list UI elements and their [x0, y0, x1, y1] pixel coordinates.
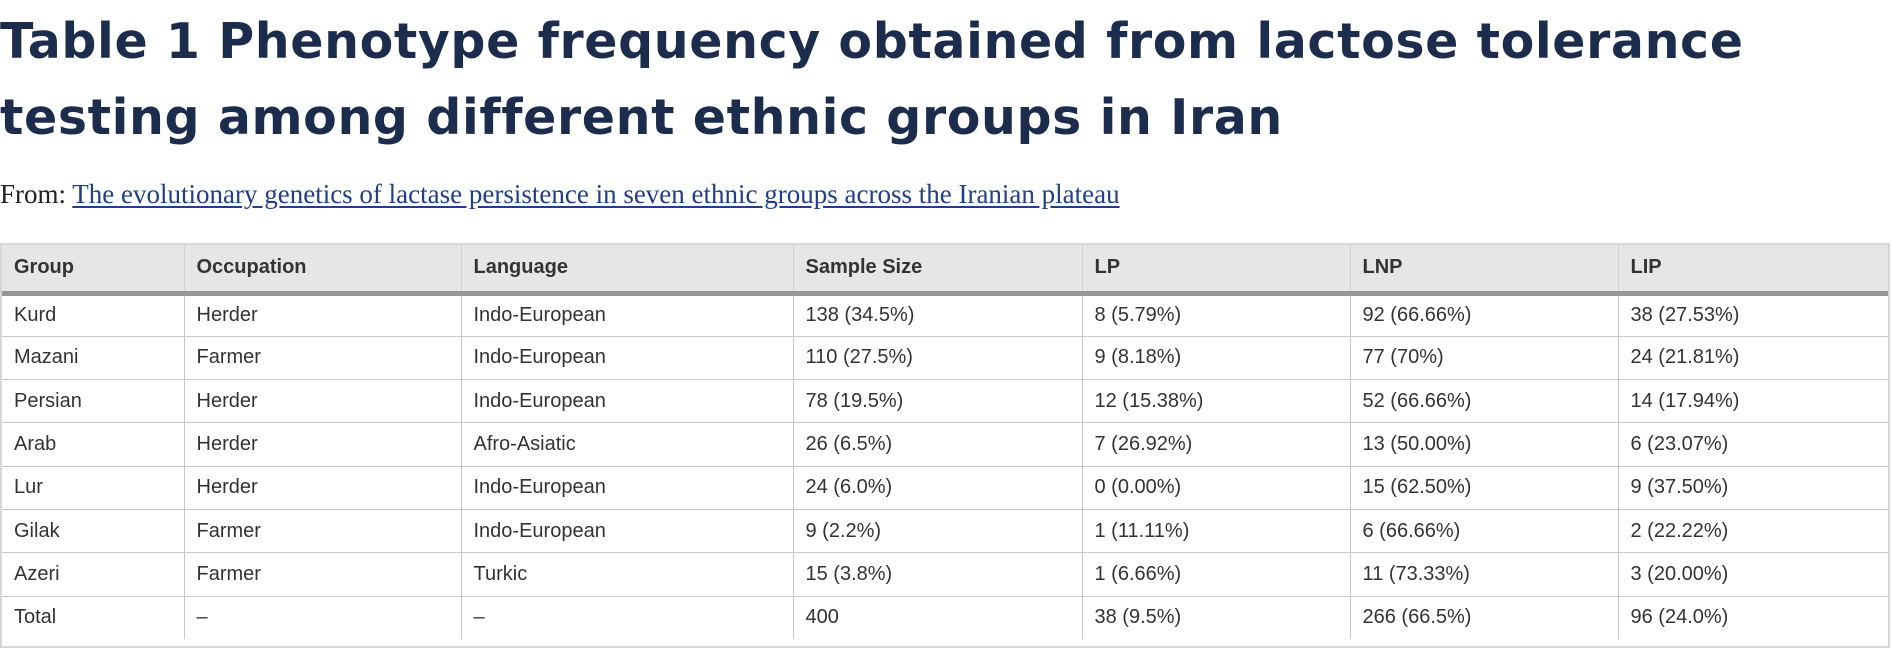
cell-lp: 1 (6.66%) — [1082, 552, 1351, 597]
cell-language: Indo-European — [461, 509, 794, 553]
cell-lp: 12 (15.38%) — [1082, 379, 1351, 423]
cell-group: Mazani — [2, 336, 185, 380]
cell-sample-size: 110 (27.5%) — [793, 336, 1083, 380]
cell-lnp: 6 (66.66%) — [1350, 509, 1619, 553]
cell-occupation: Farmer — [184, 509, 462, 553]
cell-sample-size: 78 (19.5%) — [793, 379, 1083, 423]
cell-group: Gilak — [2, 509, 185, 553]
header-lip: LIP — [1630, 256, 1662, 279]
cell-language: Indo-European — [461, 336, 794, 380]
cell-language: Afro-Asiatic — [461, 422, 794, 467]
cell-language: Indo-European — [461, 379, 794, 423]
cell-sample-size: 15 (3.8%) — [793, 552, 1083, 597]
cell-lnp: 92 (66.66%) — [1350, 293, 1619, 337]
table-row: Gilak Farmer Indo-European 9 (2.2%) 1 (11.11… — [2, 509, 1888, 553]
cell-language: Turkic — [461, 552, 794, 597]
cell-lp: 0 (0.00%) — [1082, 466, 1351, 510]
cell-group: Persian — [2, 379, 185, 423]
cell-lip: 24 (21.81%) — [1630, 346, 1740, 369]
source-article-link[interactable]: The evolutionary genetics of lactase per… — [72, 179, 1120, 209]
cell-lnp: 13 (50.00%) — [1350, 422, 1619, 467]
table-row: Azeri Farmer Turkic 15 (3.8%) 1 (6.66%) 11 (7… — [2, 552, 1888, 597]
page-title: Table 1 Phenotype frequency obtained fro… — [0, 13, 1744, 146]
cell-group: Total — [2, 596, 185, 640]
cell-group: Azeri — [2, 552, 185, 597]
cell-group: Arab — [2, 422, 185, 467]
cell-sample-size: 9 (2.2%) — [793, 509, 1083, 553]
cell-occupation: Herder — [184, 422, 462, 467]
cell-lip: 96 (24.0%) — [1630, 606, 1729, 629]
header-lp: LP — [1082, 245, 1351, 293]
header-group: Group — [2, 245, 185, 293]
cell-lip: 2 (22.22%) — [1630, 519, 1729, 542]
cell-group: Kurd — [2, 293, 185, 337]
table-header-row: Group Occupation Language Sample Size LP… — [2, 245, 1888, 293]
cell-language: Indo-European — [461, 293, 794, 337]
table-row: Lur Herder Indo-European 24 (6.0%) 0 (0.00%)… — [2, 466, 1888, 510]
cell-lip: 38 (27.53%) — [1630, 304, 1740, 327]
cell-lip: 6 (23.07%) — [1630, 433, 1729, 456]
cell-lnp: 52 (66.66%) — [1350, 379, 1619, 423]
cell-occupation: Herder — [184, 293, 462, 337]
cell-lp: 1 (11.11%) — [1082, 509, 1351, 553]
table-row: Kurd Herder Indo-European 138 (34.5%) 8 (5.7… — [2, 293, 1888, 337]
cell-lp: 7 (26.92%) — [1082, 422, 1351, 467]
cell-sample-size: 24 (6.0%) — [793, 466, 1083, 510]
data-table-container: Group Occupation Language Sample Size LP… — [0, 243, 1890, 648]
cell-lnp: 15 (62.50%) — [1350, 466, 1619, 510]
cell-lp: 9 (8.18%) — [1082, 336, 1351, 380]
cell-language: Indo-European — [461, 466, 794, 510]
cell-lp: 8 (5.79%) — [1082, 293, 1351, 337]
cell-sample-size: 400 — [793, 596, 1083, 640]
header-sample-size: Sample Size — [793, 245, 1083, 293]
cell-lip: 9 (37.50%) — [1630, 476, 1729, 499]
source-line: From: The evolutionary genetics of lacta… — [0, 177, 1120, 211]
cell-lip: 3 (20.00%) — [1630, 562, 1729, 585]
cell-occupation: Farmer — [184, 552, 462, 597]
table-body: Kurd Herder Indo-European 138 (34.5%) 8 (5.7… — [2, 293, 1888, 640]
cell-lnp: 11 (73.33%) — [1350, 552, 1619, 597]
cell-occupation: Herder — [184, 466, 462, 510]
cell-lp: 38 (9.5%) — [1082, 596, 1351, 640]
table-row: Total – –400 38 (9.5%) 266 (66.5%) 96 (24.0%) — [2, 596, 1888, 640]
table-row: Arab Herder Afro-Asiatic 26 (6.5%) 7 (26.92%… — [2, 422, 1888, 467]
cell-sample-size: 138 (34.5%) — [793, 293, 1083, 337]
phenotype-frequency-table: Group Occupation Language Sample Size LP… — [2, 245, 1888, 640]
cell-lnp: 266 (66.5%) — [1350, 596, 1619, 640]
cell-lnp: 77 (70%) — [1350, 336, 1619, 380]
cell-language: – — [461, 596, 794, 640]
table-row: Persian Herder Indo-European 78 (19.5%) 12 (… — [2, 379, 1888, 423]
table-row: Mazani Farmer Indo-European 110 (27.5%) 9 (8… — [2, 336, 1888, 380]
header-lnp: LNP — [1350, 245, 1619, 293]
cell-sample-size: 26 (6.5%) — [793, 422, 1083, 467]
header-occupation: Occupation — [184, 245, 462, 293]
cell-occupation: Farmer — [184, 336, 462, 380]
cell-group: Lur — [2, 466, 185, 510]
cell-lip: 14 (17.94%) — [1630, 389, 1740, 412]
header-language: Language — [461, 245, 794, 293]
cell-occupation: – — [184, 596, 462, 640]
source-prefix: From: — [0, 179, 67, 209]
cell-occupation: Herder — [184, 379, 462, 423]
